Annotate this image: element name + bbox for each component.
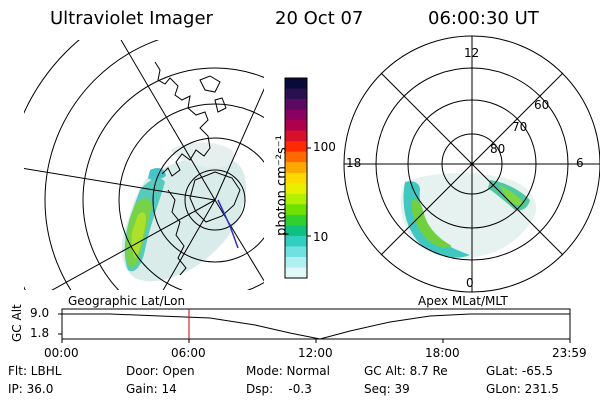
colorbar-segment bbox=[285, 130, 307, 142]
info-glat: GLat: -65.5 bbox=[486, 364, 553, 378]
colorbar-segment bbox=[285, 235, 307, 248]
colorbar-segment bbox=[285, 193, 307, 205]
colorbar-tick-10: 10 bbox=[313, 230, 329, 244]
info-door: Door: Open bbox=[126, 364, 195, 378]
altitude-ylabel: GC Alt bbox=[10, 304, 24, 342]
mlat-label-80: 80 bbox=[490, 142, 506, 156]
info-glon: GLon: 231.5 bbox=[486, 382, 559, 396]
altitude-x-ticks bbox=[61, 339, 571, 343]
info-mode: Mode: Normal bbox=[246, 364, 330, 378]
info-gain: Gain: 14 bbox=[126, 382, 177, 396]
mlt-label-18: 18 bbox=[346, 156, 362, 170]
mlt-label-6: 6 bbox=[576, 156, 584, 170]
mlt-label-0: 0 bbox=[466, 276, 474, 290]
mlat-label-60: 60 bbox=[534, 98, 550, 112]
altitude-xtick-1200: 12:00 bbox=[298, 346, 333, 360]
altitude-plot bbox=[58, 308, 571, 343]
altitude-xtick-0600: 06:00 bbox=[171, 346, 206, 360]
right-map-caption: Apex MLat/MLT bbox=[418, 294, 508, 308]
apex-polar-map bbox=[343, 35, 600, 293]
geographic-map bbox=[24, 40, 264, 290]
left-map-caption: Geographic Lat/Lon bbox=[68, 294, 186, 308]
colorbar-segment bbox=[285, 151, 307, 163]
altitude-xtick-1800: 18:00 bbox=[425, 346, 460, 360]
colorbar-segment bbox=[285, 183, 307, 195]
colorbar-tick-100: 100 bbox=[313, 140, 336, 154]
latitude-circles bbox=[24, 40, 264, 290]
altitude-curve bbox=[62, 313, 570, 340]
info-dsp: Dsp: -0.3 bbox=[246, 382, 312, 396]
colorbar-segment bbox=[285, 120, 307, 132]
colorbar-segment bbox=[285, 99, 307, 111]
colorbar-segment bbox=[285, 109, 307, 121]
info-ip: IP: 36.0 bbox=[8, 382, 54, 396]
colorbar-segment bbox=[285, 204, 307, 216]
time-label: 06:00:30 UT bbox=[428, 8, 539, 29]
colorbar-label: photon cm⁻²s⁻¹ bbox=[274, 135, 290, 236]
mlt-lines bbox=[344, 36, 600, 292]
altitude-ytick-9: 9.0 bbox=[30, 306, 50, 320]
colorbar-segment bbox=[285, 88, 307, 100]
colorbar-segment bbox=[285, 256, 307, 269]
colorbar-segment bbox=[285, 225, 307, 237]
subsolar-line bbox=[217, 199, 239, 249]
colorbar-frame bbox=[284, 77, 308, 279]
altitude-ytick-1-8: 1.8 bbox=[30, 326, 50, 340]
mlt-label-12: 12 bbox=[464, 46, 480, 60]
colorbar-segment bbox=[285, 162, 307, 174]
altitude-xtick-2359: 23:59 bbox=[552, 346, 587, 360]
info-seq: Seq: 39 bbox=[364, 382, 410, 396]
colorbar-segment bbox=[285, 172, 307, 184]
instrument-title: Ultraviolet Imager bbox=[50, 8, 213, 29]
coastline bbox=[154, 61, 241, 276]
info-filter: Flt: LBHL bbox=[8, 364, 62, 378]
colorbar bbox=[285, 78, 311, 279]
mlat-label-70: 70 bbox=[512, 120, 528, 134]
altitude-xtick-0000: 00:00 bbox=[44, 346, 79, 360]
colorbar-segment bbox=[285, 246, 307, 258]
info-gc-alt: GC Alt: 8.7 Re bbox=[364, 364, 448, 378]
colorbar-segment bbox=[285, 267, 307, 279]
colorbar-segment bbox=[285, 141, 307, 153]
colorbar-segment bbox=[285, 78, 307, 90]
date-label: 20 Oct 07 bbox=[275, 8, 364, 29]
colorbar-segment bbox=[285, 214, 307, 226]
